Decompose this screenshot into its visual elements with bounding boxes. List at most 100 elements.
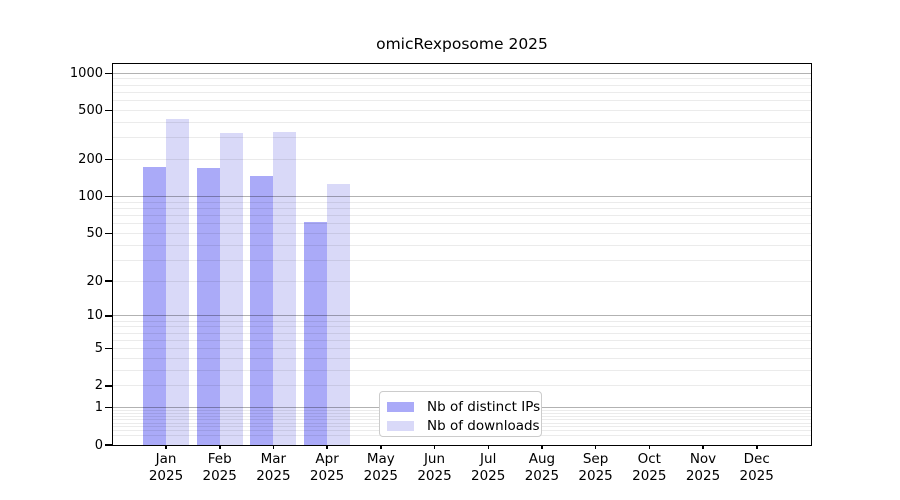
bar-downloads-mar [273, 131, 297, 445]
ytick-mark-5 [105, 347, 112, 350]
xtick-mark-nov [702, 445, 704, 449]
plot-area: Nb of distinct IPs Nb of downloads [113, 64, 811, 445]
gridline-minor-3 [113, 369, 811, 371]
xtick-mark-mar [272, 445, 275, 449]
ytick-label-5: 5 [94, 341, 103, 357]
gridline-minor-90 [113, 201, 811, 203]
year-label: 2025 [524, 468, 560, 484]
xtick-label-mar: Mar 2025 [241, 451, 305, 485]
month-name: Oct [637, 451, 661, 467]
year-label: 2025 [685, 468, 721, 484]
legend-label-downloads: Nb of downloads [427, 417, 540, 434]
ytick-label-0: 0 [94, 437, 103, 453]
ytick-label-100: 100 [78, 189, 103, 205]
gridline-minor-4 [113, 357, 811, 359]
ytick-mark-0 [105, 444, 112, 446]
bar-downloads-apr [327, 183, 351, 445]
year-label: 2025 [632, 468, 667, 484]
gridline-minor-900 [113, 78, 811, 80]
ytick-label-20: 20 [86, 273, 103, 289]
bar-distinct-ips-mar [250, 176, 274, 445]
month-name: Jan [155, 451, 177, 467]
gridline-major-1000 [113, 72, 811, 74]
gridline-minor-6 [113, 339, 811, 341]
xtick-label-jun: Jun 2025 [403, 451, 467, 485]
ytick-mark-500 [105, 109, 112, 112]
gridline-minor-400 [113, 121, 811, 123]
month-name: Jul [480, 451, 497, 467]
xtick-label-jan: Jan 2025 [134, 451, 198, 485]
year-label: 2025 [256, 468, 291, 484]
gridline-minor-20 [113, 280, 811, 282]
gridline-minor-2 [113, 385, 811, 387]
gridline-minor-800 [113, 84, 811, 86]
ytick-label-1: 1 [94, 400, 103, 416]
xtick-label-oct: Oct 2025 [617, 451, 681, 485]
ytick-label-50: 50 [86, 225, 103, 241]
gridline-minor-50 [113, 232, 811, 234]
year-label: 2025 [363, 468, 398, 484]
bar-distinct-ips-apr [304, 222, 328, 445]
bar-distinct-ips-feb [196, 168, 220, 445]
gridline-major-100 [113, 196, 811, 198]
xtick-label-dec: Dec 2025 [725, 451, 789, 485]
month-name: May [366, 451, 395, 467]
ytick-mark-1000 [105, 72, 112, 74]
ytick-label-2: 2 [94, 378, 103, 394]
legend-swatch-downloads [387, 420, 414, 431]
xtick-mark-sep [594, 445, 597, 449]
gridline-minor-8 [113, 326, 811, 328]
month-name: Apr [315, 451, 339, 467]
month-name: Sep [582, 451, 609, 467]
gridline-minor-80 [113, 208, 811, 210]
xtick-mark-aug [541, 445, 543, 449]
xtick-label-apr: Apr 2025 [295, 451, 359, 485]
gridline-minor-200 [113, 159, 811, 161]
xtick-mark-apr [326, 445, 328, 449]
xtick-mark-feb [219, 445, 221, 449]
year-label: 2025 [202, 468, 237, 484]
year-label: 2025 [148, 468, 184, 484]
year-label: 2025 [578, 468, 613, 484]
xtick-label-may: May 2025 [349, 451, 413, 485]
bar-downloads-feb [219, 132, 243, 445]
xtick-label-nov: Nov 2025 [671, 451, 735, 485]
month-name: Dec [743, 451, 770, 467]
ytick-mark-100 [105, 195, 112, 198]
legend-item-downloads: Nb of downloads [380, 416, 541, 435]
gridline-minor-7 [113, 332, 811, 334]
ytick-label-500: 500 [78, 103, 103, 118]
ytick-mark-10 [105, 315, 112, 317]
xtick-mark-may [380, 445, 382, 449]
ytick-label-1000: 1000 [69, 65, 103, 81]
xtick-label-feb: Feb 2025 [188, 451, 252, 485]
year-label: 2025 [309, 468, 345, 484]
gridline-minor-60 [113, 223, 811, 225]
gridline-minor-30 [113, 259, 811, 261]
ytick-mark-2 [105, 385, 112, 387]
legend-item-distinct-ips: Nb of distinct IPs [380, 397, 541, 416]
month-name: Aug [528, 451, 556, 467]
year-label: 2025 [471, 468, 506, 484]
gridline-minor-5 [113, 348, 811, 350]
gridline-minor-9 [113, 320, 811, 322]
gridline-minor-700 [113, 91, 811, 93]
gridline-major-10 [113, 315, 811, 317]
month-name: Nov [689, 451, 717, 467]
month-name: Jun [423, 451, 446, 467]
ytick-mark-200 [105, 158, 112, 161]
gridlines-layer [113, 64, 811, 445]
ytick-mark-50 [105, 232, 112, 235]
gridline-minor-70 [113, 215, 811, 217]
xtick-mark-dec [756, 445, 758, 449]
legend: Nb of distinct IPs Nb of downloads [379, 391, 542, 437]
gridline-minor-500 [113, 110, 811, 112]
ytick-mark-20 [105, 280, 112, 282]
bar-downloads-jan [166, 118, 189, 445]
ytick-label-200: 200 [78, 152, 103, 168]
bar-distinct-ips-jan [143, 167, 166, 445]
month-name: Mar [260, 451, 287, 467]
xtick-label-aug: Aug 2025 [510, 451, 574, 485]
xtick-label-jul: Jul 2025 [456, 451, 520, 485]
